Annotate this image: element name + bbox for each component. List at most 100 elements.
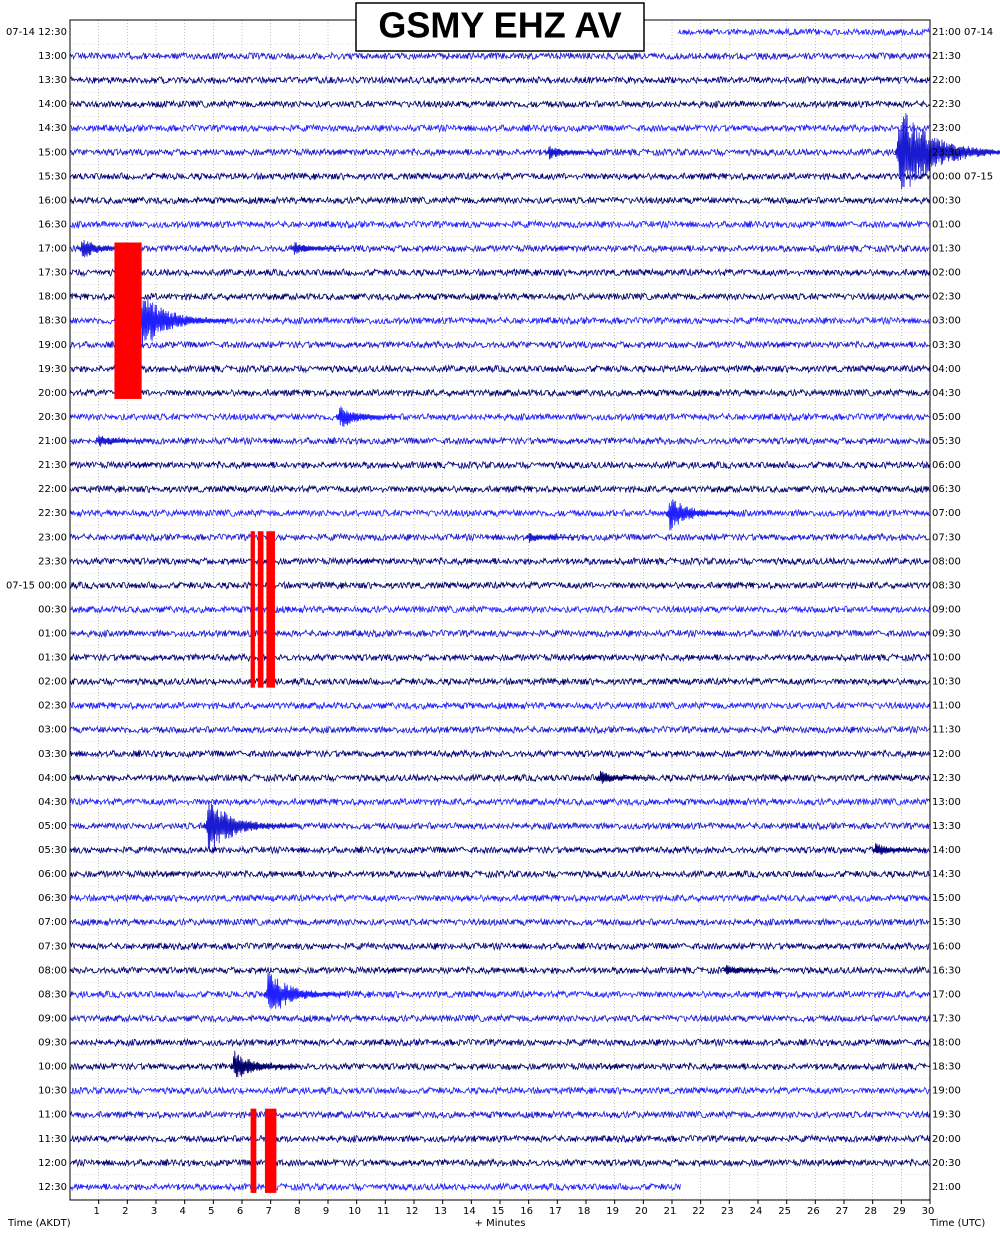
right-time-label: 10:30 bbox=[932, 677, 961, 688]
clipped-signal bbox=[258, 531, 264, 687]
left-time-label: 07:00 bbox=[38, 917, 67, 928]
x-tick-label: 23 bbox=[721, 1206, 734, 1217]
right-time-label: 17:00 bbox=[932, 989, 961, 1000]
left-time-label: 09:30 bbox=[38, 1038, 67, 1049]
right-time-label: 05:00 bbox=[932, 412, 961, 423]
x-tick-label: 30 bbox=[922, 1206, 935, 1217]
left-time-label: 23:00 bbox=[38, 532, 67, 543]
x-tick-label: 19 bbox=[606, 1206, 619, 1217]
left-time-label: 00:30 bbox=[38, 604, 67, 615]
left-time-label: 05:00 bbox=[38, 821, 67, 832]
x-tick-label: 21 bbox=[664, 1206, 677, 1217]
left-time-label: 02:00 bbox=[38, 677, 67, 688]
left-time-label: 06:00 bbox=[38, 869, 67, 880]
left-time-label: 08:00 bbox=[38, 965, 67, 976]
right-time-label: 11:00 bbox=[932, 701, 961, 712]
x-tick-label: 9 bbox=[323, 1206, 329, 1217]
left-time-label: 04:00 bbox=[38, 773, 67, 784]
right-time-label: 18:00 bbox=[932, 1038, 961, 1049]
left-time-label: 11:30 bbox=[38, 1134, 67, 1145]
right-time-label: 17:30 bbox=[932, 1013, 961, 1024]
right-time-label: 23:30 bbox=[932, 147, 961, 158]
x-tick-label: 16 bbox=[520, 1206, 533, 1217]
x-tick-label: 6 bbox=[237, 1206, 243, 1217]
left-time-label: 03:30 bbox=[38, 749, 67, 760]
right-time-label: 21:00 bbox=[932, 1182, 961, 1193]
x-tick-label: 1 bbox=[93, 1206, 99, 1217]
right-time-label: 13:00 bbox=[932, 797, 961, 808]
right-time-label: 07:00 bbox=[932, 508, 961, 519]
left-time-label: 19:00 bbox=[38, 340, 67, 351]
x-tick-label: 11 bbox=[377, 1206, 390, 1217]
right-time-label: 03:00 bbox=[932, 316, 961, 327]
right-time-label: 06:00 bbox=[932, 460, 961, 471]
x-tick-label: 2 bbox=[122, 1206, 128, 1217]
left-time-label: 04:30 bbox=[38, 797, 67, 808]
left-time-label: 19:30 bbox=[38, 364, 67, 375]
right-time-label: 18:30 bbox=[932, 1062, 961, 1073]
right-time-label: 12:00 bbox=[932, 749, 961, 760]
right-time-label: 19:00 bbox=[932, 1086, 961, 1097]
right-time-label: 03:30 bbox=[932, 340, 961, 351]
left-time-label: 15:30 bbox=[38, 171, 67, 182]
clipped-signal bbox=[265, 1109, 276, 1193]
right-time-label: 04:30 bbox=[932, 388, 961, 399]
right-time-label: 21:00 07-14 bbox=[932, 27, 993, 38]
right-time-label: 01:30 bbox=[932, 244, 961, 255]
left-time-label: 07:30 bbox=[38, 941, 67, 952]
right-time-label: 15:30 bbox=[932, 917, 961, 928]
right-time-label: 14:30 bbox=[932, 869, 961, 880]
left-time-label: 07-14 12:30 bbox=[6, 27, 67, 38]
x-tick-label: 8 bbox=[294, 1206, 300, 1217]
x-tick-label: 22 bbox=[692, 1206, 705, 1217]
left-time-label: 21:30 bbox=[38, 460, 67, 471]
left-time-label: 17:00 bbox=[38, 244, 67, 255]
right-time-label: 06:30 bbox=[932, 484, 961, 495]
right-time-label: 09:00 bbox=[932, 604, 961, 615]
left-time-label: 12:00 bbox=[38, 1158, 67, 1169]
clipped-signal bbox=[114, 243, 141, 399]
left-time-label: 18:00 bbox=[38, 292, 67, 303]
left-time-label: 22:30 bbox=[38, 508, 67, 519]
right-time-label: 16:30 bbox=[932, 965, 961, 976]
left-time-label: 23:30 bbox=[38, 556, 67, 567]
left-time-label: 08:30 bbox=[38, 989, 67, 1000]
left-time-label: 12:30 bbox=[38, 1182, 67, 1193]
x-tick-label: 4 bbox=[179, 1206, 185, 1217]
left-time-label: 17:30 bbox=[38, 268, 67, 279]
right-time-label: 08:00 bbox=[932, 556, 961, 567]
x-tick-label: 28 bbox=[864, 1206, 877, 1217]
left-time-label: 13:30 bbox=[38, 75, 67, 86]
left-time-label: 16:30 bbox=[38, 219, 67, 230]
left-time-label: 13:00 bbox=[38, 51, 67, 62]
left-time-label: 20:30 bbox=[38, 412, 67, 423]
left-time-label: 16:00 bbox=[38, 195, 67, 206]
right-time-label: 12:30 bbox=[932, 773, 961, 784]
left-time-label: 14:00 bbox=[38, 99, 67, 110]
right-axis-label: Time (UTC) bbox=[929, 1218, 985, 1229]
right-time-label: 00:30 bbox=[932, 195, 961, 206]
left-time-label: 20:00 bbox=[38, 388, 67, 399]
x-tick-label: 14 bbox=[463, 1206, 476, 1217]
left-time-label: 15:00 bbox=[38, 147, 67, 158]
x-tick-label: 26 bbox=[807, 1206, 820, 1217]
x-tick-label: 20 bbox=[635, 1206, 648, 1217]
right-time-label: 22:30 bbox=[932, 99, 961, 110]
x-tick-label: 15 bbox=[492, 1206, 505, 1217]
right-time-label: 10:00 bbox=[932, 653, 961, 664]
x-tick-label: 27 bbox=[836, 1206, 849, 1217]
right-time-label: 20:00 bbox=[932, 1134, 961, 1145]
left-time-label: 10:00 bbox=[38, 1062, 67, 1073]
right-time-label: 02:00 bbox=[932, 268, 961, 279]
left-time-label: 11:00 bbox=[38, 1110, 67, 1121]
clipped-signal bbox=[251, 531, 255, 687]
left-time-label: 06:30 bbox=[38, 893, 67, 904]
x-tick-label: 7 bbox=[265, 1206, 271, 1217]
clipped-signal bbox=[266, 531, 275, 687]
right-time-label: 20:30 bbox=[932, 1158, 961, 1169]
left-time-label: 02:30 bbox=[38, 701, 67, 712]
x-tick-label: 12 bbox=[406, 1206, 419, 1217]
right-time-label: 09:30 bbox=[932, 629, 961, 640]
